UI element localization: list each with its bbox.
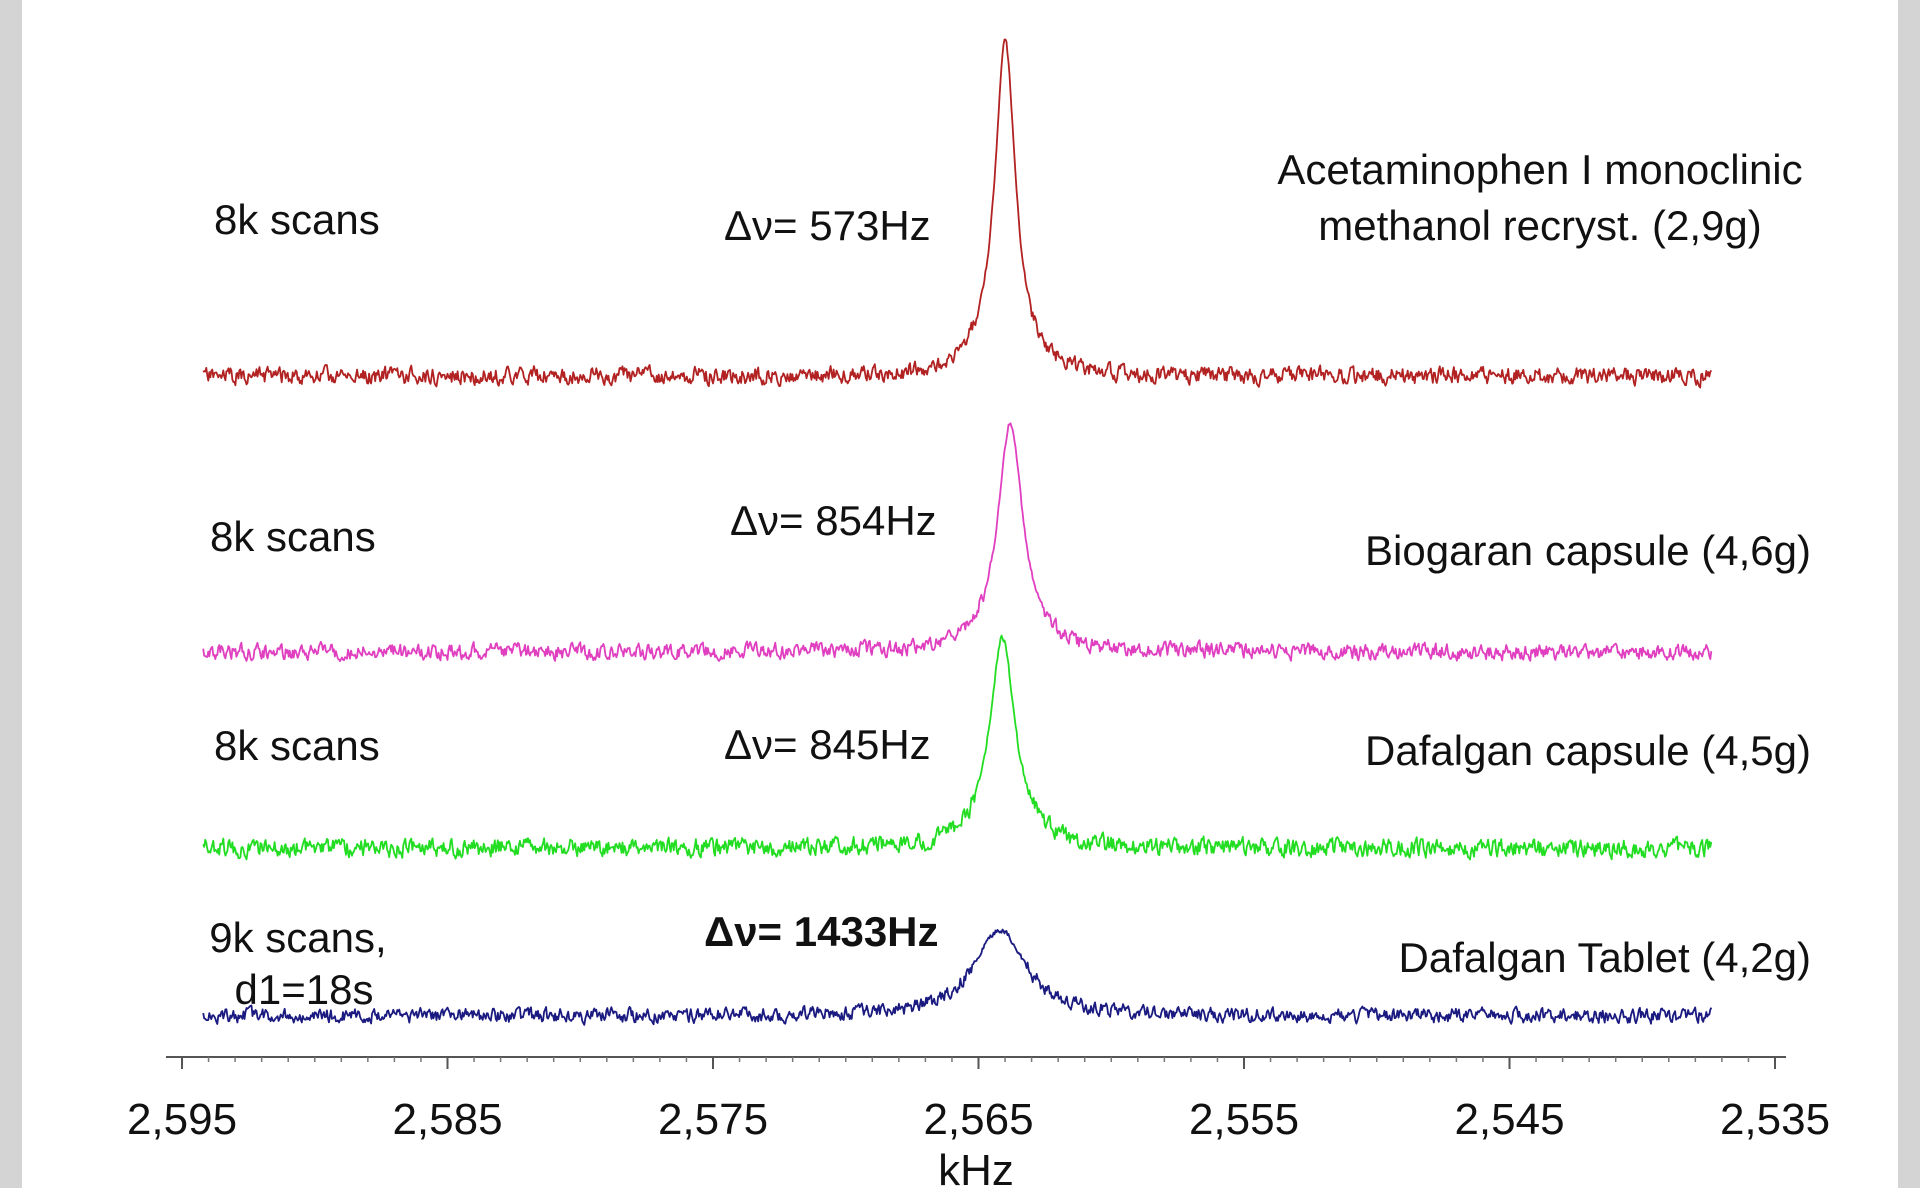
- x-axis: 2,595 2,585 2,575 2,565 2,555 2,545 2,535 kHz: [127, 1056, 1830, 1188]
- linewidth-label-3: Δν= 845Hz: [724, 721, 931, 768]
- x-tick-label: 2,565: [923, 1095, 1033, 1144]
- scans-label-3: 8k scans: [214, 722, 380, 769]
- annotation-labels: 8k scans Δν= 573Hz Acetaminophen I monoc…: [209, 146, 1811, 1013]
- scans-label-1: 8k scans: [214, 196, 380, 243]
- spectrum-trace-4: [202, 928, 1713, 1026]
- scans-label-2: 8k scans: [210, 513, 376, 560]
- x-tick-label: 2,535: [1720, 1095, 1830, 1144]
- x-tick-label: 2,555: [1189, 1095, 1299, 1144]
- figure-panel: 8k scans Δν= 573Hz Acetaminophen I monoc…: [22, 0, 1898, 1188]
- x-tick-label: 2,545: [1454, 1095, 1564, 1144]
- scans-label-4b: d1=18s: [235, 966, 374, 1013]
- x-tick-labels: 2,595 2,585 2,575 2,565 2,555 2,545 2,535: [127, 1095, 1830, 1144]
- spectrum-trace-2: [202, 422, 1713, 662]
- sample-label-3: Dafalgan capsule (4,5g): [1365, 727, 1811, 774]
- sample-label-1a: Acetaminophen I monoclinic: [1277, 146, 1802, 193]
- sample-label-4: Dafalgan Tablet (4,2g): [1399, 934, 1812, 981]
- spectrum-traces: [202, 38, 1713, 1026]
- x-tick-label: 2,595: [127, 1095, 237, 1144]
- linewidth-label-1: Δν= 573Hz: [724, 202, 931, 249]
- x-axis-label: kHz: [938, 1146, 1014, 1188]
- spectrum-trace-1: [202, 38, 1713, 389]
- spectrum-trace-3: [202, 634, 1713, 861]
- x-ticks: [181, 1057, 1776, 1069]
- x-tick-label: 2,585: [392, 1095, 502, 1144]
- linewidth-label-2: Δν= 854Hz: [730, 497, 937, 544]
- sample-label-2: Biogaran capsule (4,6g): [1365, 527, 1811, 574]
- sample-label-1b: methanol recryst. (2,9g): [1318, 202, 1762, 249]
- linewidth-label-4: Δν= 1433Hz: [704, 908, 939, 955]
- x-tick-label: 2,575: [658, 1095, 768, 1144]
- nmr-spectra-chart: 8k scans Δν= 573Hz Acetaminophen I monoc…: [127, 38, 1830, 1188]
- scans-label-4a: 9k scans,: [209, 914, 386, 961]
